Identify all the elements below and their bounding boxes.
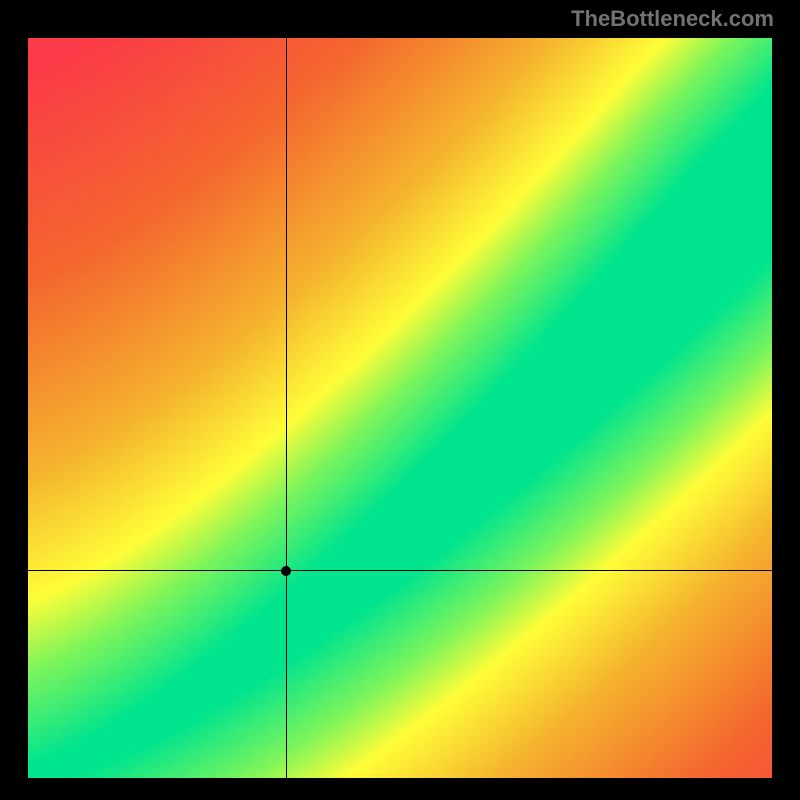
heatmap-canvas bbox=[28, 38, 772, 778]
crosshair-vertical bbox=[286, 38, 287, 778]
crosshair-horizontal bbox=[28, 570, 772, 571]
crosshair-marker bbox=[281, 566, 291, 576]
heatmap-plot bbox=[28, 38, 772, 778]
watermark-text: TheBottleneck.com bbox=[571, 6, 774, 32]
outer-frame: TheBottleneck.com bbox=[0, 0, 800, 800]
